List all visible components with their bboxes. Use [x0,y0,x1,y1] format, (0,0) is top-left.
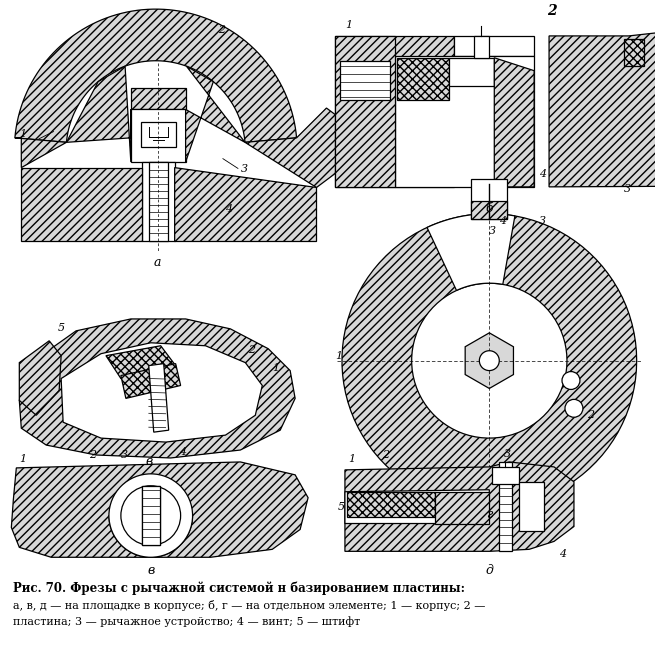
Polygon shape [494,58,534,187]
Polygon shape [549,31,656,187]
Polygon shape [395,56,534,187]
Polygon shape [335,36,455,187]
Circle shape [480,351,499,371]
Polygon shape [245,108,356,188]
Circle shape [109,474,193,557]
Polygon shape [427,214,515,290]
Polygon shape [449,58,494,86]
Polygon shape [15,138,66,167]
Text: 3: 3 [504,449,512,459]
Text: пластина; 3 — рычажное устройство; 4 — винт; 5 — штифт: пластина; 3 — рычажное устройство; 4 — в… [13,616,361,627]
Polygon shape [472,201,507,218]
Polygon shape [19,341,61,415]
Text: а, в, д — на площадке в корпусе; б, г — на отдельном элементе; 1 — корпус; 2 —: а, в, д — на площадке в корпусе; б, г — … [13,600,485,611]
Text: а: а [154,256,161,269]
Polygon shape [345,490,489,523]
Polygon shape [335,36,395,187]
Polygon shape [624,39,644,65]
Text: 2: 2 [89,450,96,460]
Polygon shape [342,214,637,508]
Polygon shape [131,88,186,109]
Polygon shape [106,346,176,379]
Text: 3: 3 [539,216,546,226]
Text: д: д [485,564,493,577]
Text: 4: 4 [226,203,233,214]
Text: 1: 1 [19,129,26,139]
Polygon shape [66,66,131,162]
Text: 1: 1 [348,454,355,464]
Text: 2: 2 [218,25,226,35]
Polygon shape [499,462,512,551]
Polygon shape [142,162,174,241]
Text: 4: 4 [559,549,566,559]
Text: 1: 1 [272,362,279,373]
Polygon shape [121,364,180,398]
Polygon shape [397,58,449,101]
Polygon shape [149,364,169,432]
Polygon shape [11,462,308,557]
Text: в: в [145,455,152,468]
Text: 4: 4 [539,169,546,179]
Polygon shape [186,66,245,162]
Text: 1: 1 [19,454,26,464]
Text: в: в [147,564,154,577]
Text: 2: 2 [547,4,557,18]
Bar [142,486,159,545]
Circle shape [565,400,583,417]
Polygon shape [61,343,262,442]
Bar [142,486,159,545]
Text: Рис. 70. Фрезы с рычажной системой н базированием пластины:: Рис. 70. Фрезы с рычажной системой н баз… [13,581,465,595]
Polygon shape [412,283,567,438]
Text: 3: 3 [489,226,497,235]
Polygon shape [455,36,534,56]
Circle shape [121,486,180,545]
Polygon shape [174,167,316,241]
Text: 4: 4 [499,216,506,226]
Polygon shape [474,36,489,58]
Polygon shape [472,179,507,218]
Text: 2: 2 [249,345,255,354]
Text: г: г [486,508,493,521]
Text: б: б [485,201,493,215]
Text: 1: 1 [345,20,352,30]
Polygon shape [141,122,176,147]
Polygon shape [519,482,544,532]
Polygon shape [109,515,193,557]
Text: 2: 2 [587,410,594,421]
Text: 2: 2 [382,450,389,460]
Polygon shape [347,492,434,517]
Polygon shape [131,109,186,162]
Text: 3: 3 [240,164,247,174]
Text: 3: 3 [121,450,128,460]
Polygon shape [15,9,297,143]
Polygon shape [340,61,390,101]
Text: 4: 4 [178,447,186,457]
Text: 5: 5 [338,502,345,511]
Polygon shape [345,462,574,551]
Text: 5: 5 [58,323,66,333]
Polygon shape [465,333,514,388]
Polygon shape [492,467,519,484]
Circle shape [562,371,580,389]
Text: 1: 1 [335,351,342,360]
Polygon shape [19,319,295,458]
Text: 3: 3 [624,184,631,194]
Polygon shape [434,492,489,523]
Polygon shape [21,167,142,241]
Polygon shape [149,162,168,241]
